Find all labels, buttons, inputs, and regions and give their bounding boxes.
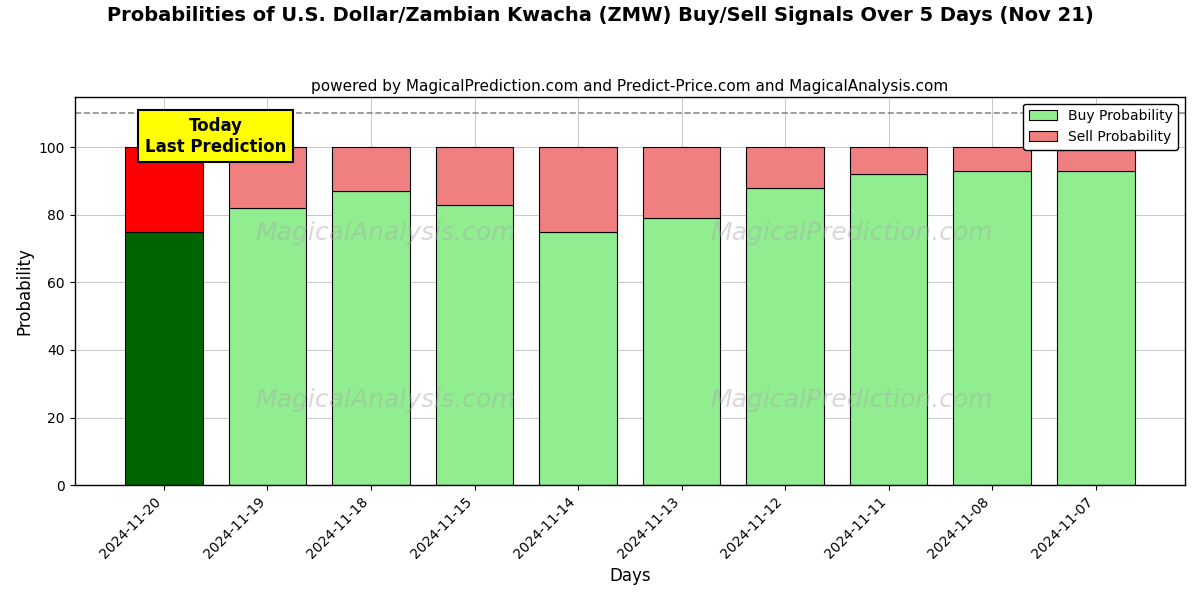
Title: powered by MagicalPrediction.com and Predict-Price.com and MagicalAnalysis.com: powered by MagicalPrediction.com and Pre… (311, 79, 948, 94)
Bar (850, 147, 928, 174)
Legend: Buy Probability, Sell Probability: Buy Probability, Sell Probability (1024, 104, 1178, 149)
Text: MagicalPrediction.com: MagicalPrediction.com (710, 221, 994, 245)
Text: MagicalAnalysis.com: MagicalAnalysis.com (256, 221, 516, 245)
Bar (539, 232, 617, 485)
Bar (850, 174, 928, 485)
Bar (229, 147, 306, 208)
Bar (746, 147, 824, 188)
Bar (436, 147, 514, 205)
Bar (746, 188, 824, 485)
Bar (643, 147, 720, 218)
Bar (125, 147, 203, 232)
Y-axis label: Probability: Probability (16, 247, 34, 335)
Bar (643, 218, 720, 485)
Text: Probabilities of U.S. Dollar/Zambian Kwacha (ZMW) Buy/Sell Signals Over 5 Days (: Probabilities of U.S. Dollar/Zambian Kwa… (107, 6, 1093, 25)
Text: MagicalPrediction.com: MagicalPrediction.com (710, 388, 994, 412)
Bar (332, 191, 410, 485)
Bar (539, 147, 617, 232)
Bar (953, 147, 1031, 171)
Bar (1057, 171, 1134, 485)
Bar (332, 147, 410, 191)
Bar (953, 171, 1031, 485)
X-axis label: Days: Days (610, 567, 650, 585)
Text: Today
Last Prediction: Today Last Prediction (145, 117, 287, 155)
Bar (436, 205, 514, 485)
Text: MagicalAnalysis.com: MagicalAnalysis.com (256, 388, 516, 412)
Bar (1057, 147, 1134, 171)
Bar (229, 208, 306, 485)
Bar (125, 232, 203, 485)
